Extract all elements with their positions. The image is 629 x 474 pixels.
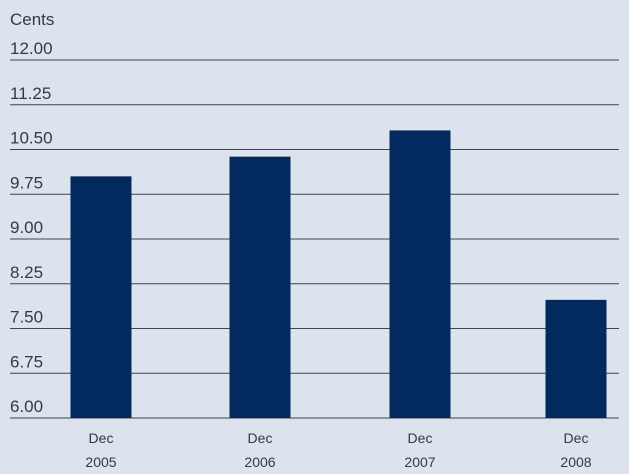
y-tick-labels: 12.00 11.25 10.50 9.75 9.00 8.25 7.50 6.75 6.00 [10, 39, 53, 416]
bar-dec-2005 [70, 176, 132, 418]
x-tick-label: Dec [408, 430, 433, 446]
x-tick-label: 2008 [560, 454, 591, 470]
x-tick-label: 2006 [244, 454, 275, 470]
x-tick-label: Dec [89, 430, 114, 446]
y-tick-label: 9.00 [10, 218, 43, 237]
bars [70, 130, 607, 418]
bar-dec-2006 [229, 156, 291, 418]
x-tick-label: Dec [248, 430, 273, 446]
x-tick-labels: Dec 2005 Dec 2006 Dec 2007 Dec 2008 [85, 430, 591, 470]
y-axis-label: Cents [10, 10, 54, 29]
y-tick-label: 12.00 [10, 39, 53, 58]
x-tick-label: Dec [564, 430, 589, 446]
y-tick-label: 7.50 [10, 308, 43, 327]
x-tick-label: 2005 [85, 454, 116, 470]
y-tick-label: 8.25 [10, 263, 43, 282]
bar-dec-2007 [389, 130, 451, 418]
x-tick-label: 2007 [404, 454, 435, 470]
y-tick-label: 11.25 [10, 84, 51, 103]
bar-dec-2008 [545, 299, 607, 418]
y-tick-label: 10.50 [10, 129, 53, 148]
y-tick-label: 6.75 [10, 352, 43, 371]
y-tick-label: 9.75 [10, 173, 43, 192]
y-tick-label: 6.00 [10, 397, 43, 416]
